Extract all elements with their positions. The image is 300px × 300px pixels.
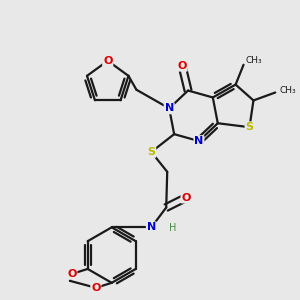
Text: CH₃: CH₃: [245, 56, 262, 65]
Text: S: S: [245, 122, 253, 132]
Text: O: O: [177, 61, 187, 71]
Text: S: S: [147, 147, 155, 157]
Text: H: H: [169, 223, 177, 233]
Text: N: N: [194, 136, 204, 146]
Text: O: O: [67, 269, 76, 279]
Text: O: O: [91, 283, 101, 293]
Text: CH₃: CH₃: [279, 86, 296, 95]
Text: O: O: [182, 193, 191, 202]
Text: N: N: [147, 222, 156, 232]
Text: N: N: [165, 103, 174, 113]
Text: O: O: [103, 56, 112, 66]
